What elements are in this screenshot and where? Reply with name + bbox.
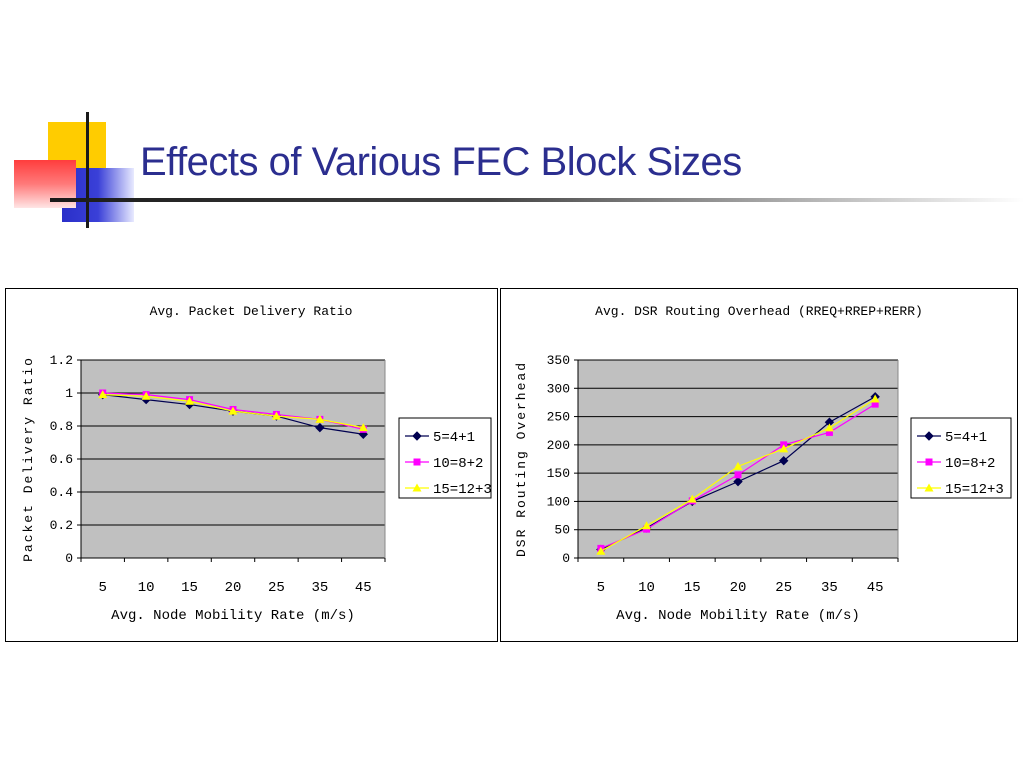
x-tick-label: 15 bbox=[684, 580, 701, 596]
data-point bbox=[871, 400, 879, 408]
data-point bbox=[358, 423, 368, 432]
x-tick-label: 35 bbox=[311, 580, 328, 596]
chart-frame-overhead: Avg. DSR Routing Overhead (RREQ+RREP+RER… bbox=[500, 288, 1018, 642]
x-tick-label: 35 bbox=[821, 580, 838, 596]
data-point bbox=[779, 455, 789, 466]
y-tick-label: 300 bbox=[547, 381, 570, 396]
y-tick-label: 0.2 bbox=[50, 518, 73, 533]
routing-overhead-chart: Avg. DSR Routing Overhead (RREQ+RREP+RER… bbox=[514, 304, 1012, 624]
x-tick-label: 15 bbox=[181, 580, 198, 596]
y-tick-label: 0 bbox=[65, 551, 73, 566]
x-tick-label: 45 bbox=[867, 580, 884, 596]
x-tick-label: 5 bbox=[99, 580, 107, 596]
legend-box bbox=[398, 417, 492, 499]
data-point bbox=[733, 476, 743, 487]
y-tick-label: 350 bbox=[547, 353, 570, 368]
title-underline bbox=[50, 198, 1024, 202]
y-tick-label: 1 bbox=[65, 386, 73, 401]
data-point bbox=[642, 521, 652, 530]
data-point bbox=[141, 391, 151, 400]
data-point bbox=[271, 411, 281, 420]
y-tick-label: 200 bbox=[547, 438, 570, 453]
y-tick-label: 1.2 bbox=[50, 353, 73, 368]
data-point bbox=[870, 394, 880, 403]
x-tick-label: 25 bbox=[775, 580, 792, 596]
data-point bbox=[315, 414, 325, 423]
y-tick-label: 0.6 bbox=[50, 452, 73, 467]
logo-decoration bbox=[0, 0, 140, 230]
chart-title: Avg. Packet Delivery Ratio bbox=[150, 304, 353, 319]
legend-label: 10=8+2 bbox=[945, 456, 995, 472]
logo-vertical-line bbox=[86, 112, 89, 228]
data-point bbox=[596, 546, 606, 555]
legend-marker bbox=[412, 483, 422, 492]
data-point bbox=[734, 471, 742, 479]
legend-marker bbox=[413, 458, 421, 466]
data-point bbox=[185, 396, 195, 405]
chart-title: Avg. DSR Routing Overhead (RREQ+RREP+RER… bbox=[595, 304, 923, 319]
data-point bbox=[824, 423, 834, 432]
y-axis-title: Packet Delivery Ratio bbox=[21, 356, 36, 562]
data-point bbox=[733, 461, 743, 470]
data-point bbox=[779, 444, 789, 453]
data-point bbox=[98, 390, 108, 399]
x-tick-label: 10 bbox=[638, 580, 655, 596]
y-tick-label: 100 bbox=[547, 494, 570, 509]
y-tick-label: 0.4 bbox=[50, 485, 74, 500]
y-axis-title: DSR Routing Overhead bbox=[514, 361, 529, 557]
legend-marker bbox=[924, 483, 934, 492]
legend-marker bbox=[412, 431, 422, 441]
x-tick-label: 5 bbox=[597, 580, 605, 596]
x-tick-label: 20 bbox=[730, 580, 747, 596]
slide-title: Effects of Various FEC Block Sizes bbox=[140, 140, 742, 184]
y-tick-label: 50 bbox=[554, 523, 570, 538]
legend-label: 10=8+2 bbox=[433, 456, 483, 472]
y-tick-label: 250 bbox=[547, 410, 570, 425]
legend-label: 5=4+1 bbox=[433, 430, 475, 446]
data-point bbox=[228, 406, 238, 415]
data-point bbox=[687, 494, 697, 503]
legend-label: 5=4+1 bbox=[945, 430, 987, 446]
chart-frame-delivery: Avg. Packet Delivery Ratio 0 0.2 0.4 0.6 0.8 1… bbox=[5, 288, 498, 642]
plot-area bbox=[578, 360, 898, 558]
x-tick-label: 45 bbox=[355, 580, 372, 596]
x-tick-label: 10 bbox=[138, 580, 155, 596]
delivery-ratio-chart: Avg. Packet Delivery Ratio 0 0.2 0.4 0.6 0.8 1… bbox=[21, 304, 492, 624]
x-axis-title: Avg. Node Mobility Rate (m/s) bbox=[111, 608, 355, 624]
x-tick-label: 20 bbox=[225, 580, 242, 596]
y-tick-label: 0.8 bbox=[50, 419, 73, 434]
legend-marker bbox=[924, 431, 934, 441]
legend-marker bbox=[925, 458, 933, 466]
legend-label: 15=12+3 bbox=[433, 482, 492, 498]
legend-label: 15=12+3 bbox=[945, 482, 1004, 498]
y-tick-label: 150 bbox=[547, 466, 570, 481]
x-tick-label: 25 bbox=[268, 580, 285, 596]
data-point bbox=[315, 422, 325, 433]
x-axis-title: Avg. Node Mobility Rate (m/s) bbox=[616, 608, 860, 624]
y-tick-label: 0 bbox=[562, 551, 570, 566]
data-point bbox=[825, 428, 833, 436]
legend-box bbox=[910, 417, 1012, 499]
